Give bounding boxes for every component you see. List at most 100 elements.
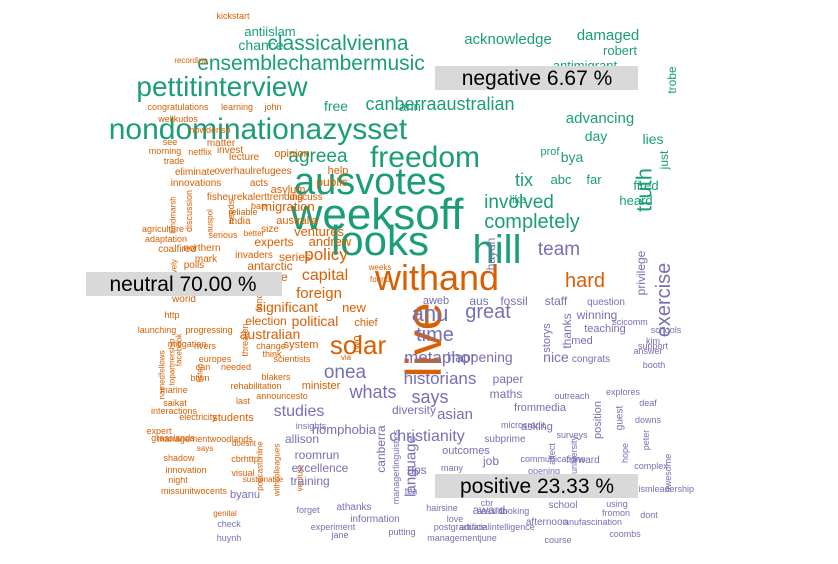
word-neutral-reliable: reliable bbox=[228, 207, 257, 217]
word-neutral-lecture: lecture bbox=[229, 152, 259, 163]
word-positive-aus: aus bbox=[469, 294, 488, 308]
word-neutral-political: political bbox=[292, 313, 339, 329]
word-neutral-visual: visual bbox=[231, 468, 254, 478]
word-neutral-world: world bbox=[171, 294, 196, 305]
word-neutral-lively: lively bbox=[170, 259, 179, 277]
word-neutral-doesnt: doesnt bbox=[232, 439, 257, 448]
word-neutral-auspol: auspol bbox=[206, 209, 215, 233]
word-neutral-antarctic: antarctic bbox=[247, 259, 292, 273]
word-positive-hope: hope bbox=[620, 443, 630, 463]
word-negative-weeksoff: weeksoff bbox=[290, 190, 465, 239]
word-positive-anufascination: anufascination bbox=[564, 517, 622, 527]
word-neutral-chief: chief bbox=[354, 317, 378, 329]
word-positive-time: time bbox=[416, 324, 454, 346]
word-positive-love: love bbox=[447, 514, 464, 524]
word-neutral-invaders: invaders bbox=[235, 250, 273, 261]
word-positive-roomrun: roomrun bbox=[295, 448, 340, 462]
word-positive-outreach: outreach bbox=[554, 391, 589, 401]
word-neutral-marine: marine bbox=[160, 385, 188, 395]
word-positive-fromon: fromon bbox=[602, 508, 630, 518]
word-neutral-matter: matter bbox=[207, 138, 236, 149]
negative-label: negative 6.67 % bbox=[435, 66, 638, 90]
word-negative-canberraaustralian: canberraaustralian bbox=[365, 94, 514, 114]
word-positive-opening: opening bbox=[528, 466, 560, 476]
word-positive-affect: affect bbox=[547, 443, 557, 465]
word-neutral-grasslands: grasslands bbox=[151, 433, 195, 443]
word-negative-antiislam: antiislam bbox=[244, 24, 295, 39]
word-neutral-andrew: andrew bbox=[309, 234, 352, 249]
word-negative-far: far bbox=[586, 172, 602, 187]
word-positive-schools: schools bbox=[651, 325, 682, 335]
word-negative-robert: robert bbox=[603, 43, 637, 58]
word-neutral-saikat: saikat bbox=[163, 398, 187, 408]
word-neutral-managementwoodlands: managementwoodlands bbox=[157, 434, 253, 444]
word-neutral-discussion: discussion bbox=[184, 190, 194, 232]
word-negative-completely: completely bbox=[484, 211, 580, 233]
positive-label: positive 23.33 % bbox=[435, 474, 638, 498]
word-neutral-shadow: shadow bbox=[163, 453, 195, 463]
word-positive-artificialintelligence: artificialintelligence bbox=[459, 522, 535, 532]
word-positive-answer: answer bbox=[633, 346, 662, 356]
word-neutral-needed: needed bbox=[221, 362, 251, 372]
word-neutral-electricity: electricity bbox=[179, 412, 217, 422]
word-neutral-rivers: rivers bbox=[194, 341, 216, 351]
word-positive-information: information bbox=[350, 514, 399, 525]
word-neutral-http: http bbox=[164, 310, 179, 320]
word-positive-exercise: exercise bbox=[653, 263, 675, 337]
word-neutral-recording: recording bbox=[174, 56, 207, 65]
word-neutral-howdensb: howdensb bbox=[189, 125, 230, 135]
word-positive-communications: communications bbox=[520, 454, 586, 464]
word-neutral-learning: learning bbox=[221, 102, 253, 112]
word-positive-surveys: surveys bbox=[556, 430, 588, 440]
word-negative-pettitinterview: pettitinterview bbox=[136, 71, 308, 102]
word-positive-using: using bbox=[606, 499, 628, 509]
word-positive-microcredit: microcredit bbox=[501, 420, 546, 430]
word-negative-nondominationazysset: nondominationazysset bbox=[109, 113, 408, 146]
word-positive-position: position bbox=[592, 401, 604, 439]
word-positive-awesome: awesome bbox=[663, 454, 673, 493]
word-neutral-kickstart: kickstart bbox=[216, 11, 250, 21]
word-neutral-innovations: innovations bbox=[171, 178, 222, 189]
word-positive-whats: whats bbox=[348, 382, 396, 402]
word-negative-ausvotes: ausvotes bbox=[294, 161, 446, 203]
word-neutral-minister: minister bbox=[302, 380, 341, 392]
word-negative-acknowledge: acknowledge bbox=[464, 31, 552, 48]
word-neutral-acts: acts bbox=[250, 178, 268, 189]
word-neutral-rehabilitation: rehabilitation bbox=[230, 381, 281, 391]
word-neutral-see: see bbox=[163, 137, 178, 147]
word-positive-asking: asking bbox=[521, 421, 553, 433]
word-positive-award: award bbox=[473, 503, 506, 517]
word-neutral-scientists: scientists bbox=[273, 354, 311, 364]
word-neutral-night: night bbox=[168, 475, 188, 485]
word-neutral-series: series bbox=[279, 250, 311, 264]
word-positive-allison: allison bbox=[285, 432, 319, 446]
word-neutral-agriculture: agriculture bbox=[142, 224, 184, 234]
word-positive-privilege: privilege bbox=[634, 250, 648, 295]
word-positive-hairsine: hairsine bbox=[426, 503, 458, 513]
word-positive-byanu: byanu bbox=[230, 489, 260, 501]
word-positive-forward: forward bbox=[566, 455, 599, 466]
word-positive-many: many bbox=[441, 463, 464, 473]
word-positive-winning: winning bbox=[576, 308, 618, 322]
word-positive-storys: storys bbox=[541, 323, 553, 353]
word-positive-asian: asian bbox=[437, 406, 473, 423]
word-positive-fossil: fossil bbox=[500, 294, 527, 308]
word-neutral-wellkudos: wellkudos bbox=[157, 114, 198, 124]
neutral-label: neutral 70.00 % bbox=[86, 272, 282, 296]
word-neutral-via: via bbox=[341, 353, 352, 362]
word-neutral-election: election bbox=[245, 314, 286, 328]
word-negative-truth: truth bbox=[632, 168, 657, 212]
word-positive-congrats: congrats bbox=[572, 354, 610, 365]
word-neutral-namedfellows: namedfellows bbox=[158, 351, 167, 400]
word-neutral-needs: needs bbox=[226, 199, 236, 224]
word-neutral-withcolleagues: withcolleagues bbox=[273, 444, 282, 497]
word-positive-session: session bbox=[477, 506, 508, 516]
word-neutral-threaten: threaten bbox=[240, 323, 250, 356]
word-positive-athanks: athanks bbox=[336, 502, 371, 513]
word-positive-diversity: diversity bbox=[392, 403, 436, 417]
word-positive-excellence: excellence bbox=[292, 461, 349, 475]
word-neutral-polls: polls bbox=[184, 260, 205, 271]
word-positive-dont: dont bbox=[640, 510, 658, 520]
negative-label-text: negative 6.67 % bbox=[462, 67, 613, 90]
word-positive-paper: paper bbox=[493, 372, 524, 386]
